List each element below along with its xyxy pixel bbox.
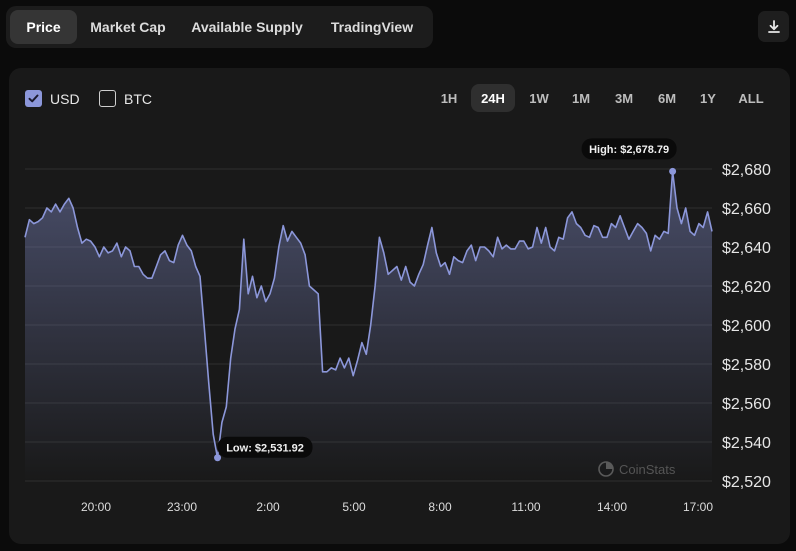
y-tick-label: $2,580: [722, 357, 771, 374]
x-tick-label: 2:00: [256, 500, 280, 514]
chart-tab-bar: Price Market Cap Available Supply Tradin…: [6, 6, 433, 48]
range-1h[interactable]: 1H: [440, 90, 458, 106]
tab-available-supply[interactable]: Available Supply: [191, 19, 303, 35]
watermark-text: CoinStats: [619, 462, 676, 477]
download-icon: [767, 19, 780, 33]
y-tick-label: $2,640: [722, 240, 771, 257]
y-tick-label: $2,620: [722, 279, 771, 296]
range-6m[interactable]: 6M: [657, 90, 677, 106]
x-tick-label: 8:00: [428, 500, 452, 514]
x-tick-label: 20:00: [81, 500, 111, 514]
price-line: [24, 170, 713, 459]
y-tick-label: $2,660: [722, 201, 771, 218]
high-marker: High: $2,678.79: [581, 138, 677, 175]
download-button[interactable]: [758, 11, 789, 42]
y-axis-labels: $2,680 $2,660 $2,640 $2,620 $2,600 $2,580 $2,5…: [722, 162, 771, 491]
high-marker-tooltip: [581, 138, 677, 160]
range-3m[interactable]: 3M: [614, 90, 634, 106]
x-axis-labels: 20:00 23:00 2:00 5:00 8:00 11:00 14:00 17:00: [81, 500, 713, 514]
currency-usd-toggle[interactable]: USD: [25, 90, 80, 107]
high-low-markers: High: $2,678.79 Low: $2,531.92: [214, 138, 677, 462]
checkmark-icon: [28, 94, 39, 103]
coinstats-logo-wedge: [606, 462, 613, 469]
currency-btc-toggle[interactable]: BTC: [99, 90, 152, 107]
range-1w[interactable]: 1W: [529, 90, 549, 106]
price-area-fill: [25, 171, 712, 481]
x-tick-label: 23:00: [167, 500, 197, 514]
currency-label-btc: BTC: [124, 90, 152, 107]
low-marker-label: Low: $2,531.92: [226, 442, 304, 454]
range-24h[interactable]: 24H: [471, 84, 515, 112]
y-tick-label: $2,540: [722, 435, 771, 452]
x-tick-label: 5:00: [342, 500, 366, 514]
x-tick-label: 17:00: [683, 500, 713, 514]
high-marker-dot: [669, 167, 677, 175]
tab-tradingview[interactable]: TradingView: [330, 19, 414, 35]
checkbox-unchecked[interactable]: [99, 90, 116, 107]
low-marker: Low: $2,531.92: [214, 436, 313, 462]
range-all[interactable]: ALL: [738, 90, 764, 106]
tab-price[interactable]: Price: [10, 10, 77, 44]
low-marker-dot: [214, 454, 222, 462]
high-marker-label: High: $2,678.79: [589, 144, 669, 156]
checkbox-checked[interactable]: [25, 90, 42, 107]
range-1m[interactable]: 1M: [571, 90, 591, 106]
y-tick-label: $2,680: [722, 162, 771, 179]
x-tick-label: 11:00: [511, 500, 540, 514]
y-tick-label: $2,560: [722, 396, 771, 413]
y-tick-label: $2,600: [722, 318, 771, 335]
low-marker-tooltip: [217, 436, 313, 458]
y-tick-label: $2,520: [722, 474, 771, 491]
range-1y[interactable]: 1Y: [700, 90, 716, 106]
currency-label-usd: USD: [50, 90, 80, 107]
coinstats-watermark: CoinStats: [598, 461, 676, 477]
tab-market-cap[interactable]: Market Cap: [90, 19, 166, 35]
x-tick-label: 14:00: [597, 500, 627, 514]
